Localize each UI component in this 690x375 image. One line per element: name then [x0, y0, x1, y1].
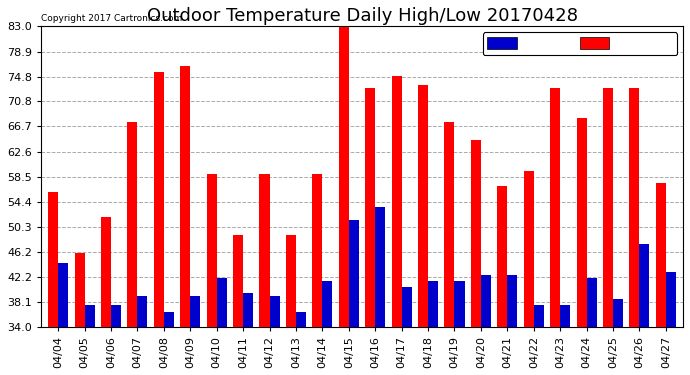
Bar — [524, 171, 534, 327]
Bar — [640, 244, 649, 327]
Bar — [455, 281, 464, 327]
Bar — [233, 235, 243, 327]
Bar — [481, 275, 491, 327]
Bar — [180, 66, 190, 327]
Bar — [507, 275, 518, 327]
Bar — [444, 122, 455, 327]
Bar — [313, 174, 322, 327]
Bar — [270, 296, 279, 327]
Bar — [550, 88, 560, 327]
Text: Copyright 2017 Cartronics.com: Copyright 2017 Cartronics.com — [41, 15, 182, 24]
Bar — [137, 296, 148, 327]
Title: Outdoor Temperature Daily High/Low 20170428: Outdoor Temperature Daily High/Low 20170… — [146, 7, 578, 25]
Bar — [629, 88, 640, 327]
Bar — [349, 220, 359, 327]
Bar — [128, 122, 137, 327]
Bar — [190, 296, 200, 327]
Bar — [339, 27, 349, 327]
Bar — [418, 85, 428, 327]
Bar — [428, 281, 438, 327]
Bar — [85, 306, 95, 327]
Bar — [365, 88, 375, 327]
Bar — [534, 306, 544, 327]
Bar — [58, 262, 68, 327]
Bar — [666, 272, 676, 327]
Bar — [259, 174, 270, 327]
Bar — [613, 299, 623, 327]
Bar — [206, 174, 217, 327]
Bar — [217, 278, 227, 327]
Bar — [586, 278, 597, 327]
Bar — [471, 140, 481, 327]
Legend: Low  (°F), High  (°F): Low (°F), High (°F) — [482, 32, 677, 55]
Bar — [75, 254, 85, 327]
Bar — [497, 186, 507, 327]
Bar — [164, 312, 174, 327]
Bar — [154, 72, 164, 327]
Bar — [656, 183, 666, 327]
Bar — [243, 293, 253, 327]
Bar — [101, 216, 111, 327]
Bar — [48, 192, 58, 327]
Bar — [402, 287, 412, 327]
Bar — [296, 312, 306, 327]
Bar — [111, 306, 121, 327]
Bar — [603, 88, 613, 327]
Bar — [286, 235, 296, 327]
Bar — [577, 118, 586, 327]
Bar — [392, 75, 402, 327]
Bar — [322, 281, 333, 327]
Bar — [375, 207, 385, 327]
Bar — [560, 306, 570, 327]
